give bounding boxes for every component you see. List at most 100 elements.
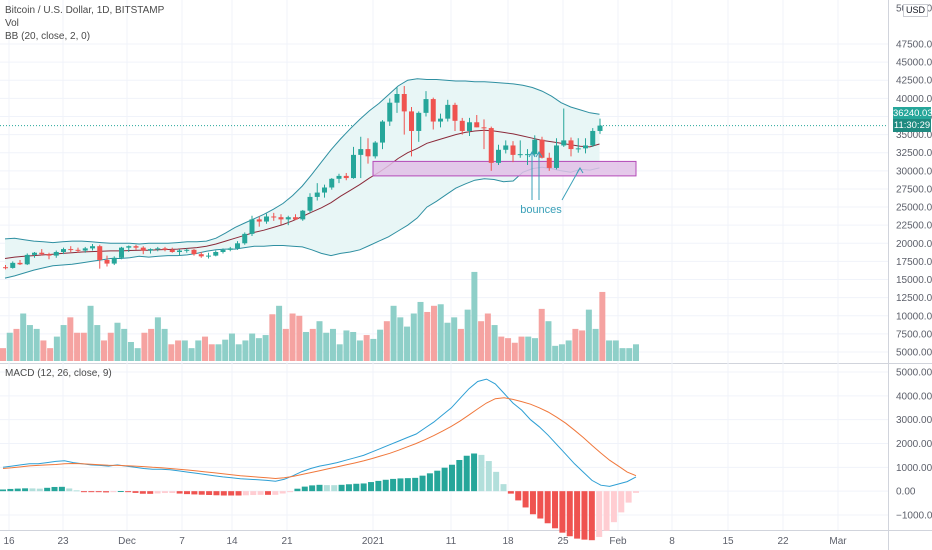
candle <box>568 137 574 157</box>
macd-histogram-bar <box>287 491 294 493</box>
volume-bar <box>235 344 242 361</box>
x-tick-label: Feb <box>609 536 627 547</box>
currency-badge[interactable]: USD <box>903 4 929 17</box>
volume-bar <box>175 340 182 361</box>
candle-body <box>148 249 153 251</box>
candle-body <box>17 262 23 265</box>
candle-body <box>372 142 378 157</box>
candle <box>343 172 349 181</box>
candle <box>525 149 530 166</box>
volume-bar <box>60 325 67 361</box>
candle <box>329 178 335 190</box>
candle-body <box>90 246 95 249</box>
candle <box>206 252 211 259</box>
candle-body <box>155 248 161 250</box>
volume-bar <box>309 328 316 361</box>
candle <box>285 215 291 226</box>
x-tick-label: Dec <box>118 536 136 547</box>
volume-bar <box>181 340 188 361</box>
volume-bar <box>599 291 606 361</box>
candle <box>148 248 153 254</box>
macd-histogram-bar <box>323 485 330 492</box>
macd-histogram-bar <box>522 491 529 508</box>
candle-body <box>554 145 559 168</box>
macd-histogram-bar <box>220 491 227 496</box>
candle-body <box>314 192 320 197</box>
candle <box>561 108 567 147</box>
bb-lower-line <box>4 166 600 279</box>
candle <box>372 141 378 159</box>
candle-body <box>597 125 603 131</box>
candle-body <box>46 254 52 256</box>
candle-body <box>10 262 16 268</box>
candle-body <box>249 219 255 234</box>
candle <box>387 98 393 126</box>
x-tick-label: 2021 <box>362 536 385 547</box>
x-tick-label: 11 <box>446 536 457 547</box>
candle <box>510 141 516 163</box>
macd-histogram-bar <box>375 480 382 492</box>
volume-bar <box>518 336 525 361</box>
price-tick-label: 35000.00 <box>896 130 932 141</box>
candle <box>314 183 320 201</box>
candle-body <box>394 94 400 103</box>
candle-body <box>24 254 30 265</box>
volume-bar <box>276 305 283 361</box>
volume-bar <box>350 331 357 361</box>
volume-bar <box>303 331 310 361</box>
candle <box>24 253 30 266</box>
candle-body <box>133 246 139 248</box>
price-tick-label: 47500.00 <box>896 40 932 51</box>
candle <box>126 245 132 252</box>
bounce-arrowhead <box>576 167 584 174</box>
candle-body <box>75 249 81 251</box>
candle <box>467 117 472 137</box>
volume-bar <box>552 345 559 361</box>
candle <box>300 209 306 221</box>
candle-body <box>503 145 509 150</box>
bounce-arrowhead <box>528 151 536 158</box>
volume-bar <box>491 325 498 361</box>
macd-histogram-bar <box>382 479 389 492</box>
volume-bar <box>255 338 262 361</box>
candle-body <box>532 139 538 155</box>
candle <box>75 247 81 253</box>
candle <box>488 126 494 171</box>
macd-histogram-bar <box>161 491 168 494</box>
macd-tick-label: 5000.00 <box>896 368 932 379</box>
volume-bar <box>505 338 512 361</box>
candle <box>39 249 45 256</box>
volume-bar <box>377 329 384 361</box>
candle-body <box>575 148 581 150</box>
volume-bars <box>0 271 639 361</box>
candle-body <box>213 251 219 256</box>
candle <box>184 248 190 253</box>
macd-histogram-bar <box>103 491 110 493</box>
macd-histogram-bar <box>235 491 242 496</box>
macd-tick-label: −1000.00 <box>896 511 932 522</box>
candle-body <box>235 243 240 249</box>
x-tick-label: 22 <box>777 536 789 547</box>
macd-tick-label: 3000.00 <box>896 415 932 426</box>
price-tick-label: 5000.00 <box>896 348 932 359</box>
x-tick-label: 18 <box>502 536 514 547</box>
candle <box>496 144 501 166</box>
volume-bar <box>121 328 128 361</box>
macd-histogram-bar <box>588 491 595 541</box>
candlesticks <box>3 86 603 270</box>
macd-histogram-bar <box>618 491 625 513</box>
candle <box>10 261 16 269</box>
volume-bar <box>464 309 471 361</box>
volume-bar <box>572 328 579 361</box>
macd-histogram-bar <box>242 491 249 496</box>
candle-body <box>583 145 588 149</box>
candle-body <box>474 122 480 128</box>
candle-body <box>206 255 211 257</box>
volume-bar <box>511 342 518 361</box>
candle-body <box>39 252 45 255</box>
candle-body <box>568 140 574 150</box>
candle-body <box>365 149 371 157</box>
macd-histogram-bar <box>426 473 433 492</box>
candle <box>235 241 240 250</box>
